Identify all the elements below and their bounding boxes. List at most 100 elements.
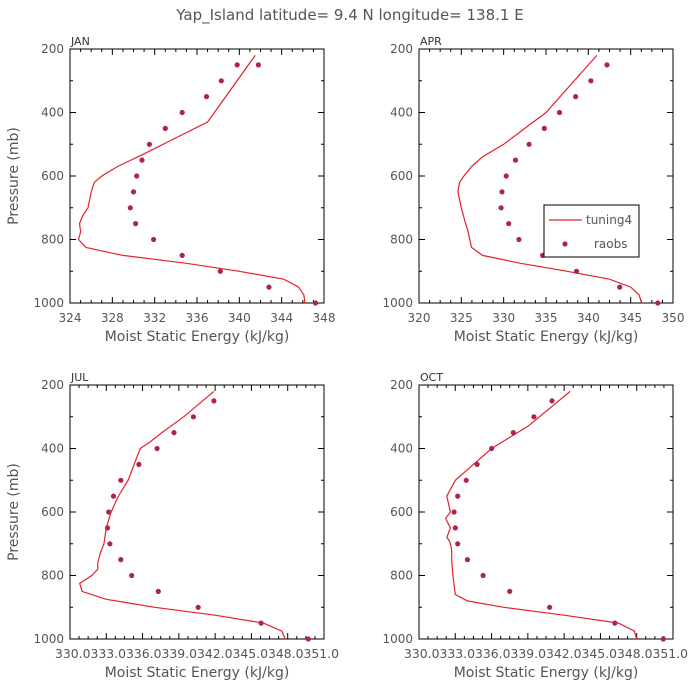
series-line-tuning4-jul bbox=[78, 390, 286, 640]
data-point-raobs bbox=[480, 572, 486, 579]
data-point-raobs bbox=[506, 221, 512, 227]
y-tick-label-oct: 800 bbox=[390, 569, 413, 583]
data-point-raobs bbox=[547, 604, 553, 610]
data-point-raobs bbox=[510, 430, 516, 436]
series-line-tuning4-apr bbox=[457, 55, 643, 304]
y-tick-label-oct: 400 bbox=[390, 442, 413, 456]
x-axis-label-jan: Moist Static Energy (kJ/kg) bbox=[105, 329, 290, 345]
data-point-raobs bbox=[129, 572, 135, 579]
data-point-raobs bbox=[195, 604, 201, 610]
y-tick-label-oct: 200 bbox=[390, 378, 413, 392]
y-tick-label-apr: 800 bbox=[390, 233, 413, 247]
data-point-raobs bbox=[305, 636, 311, 642]
data-point-raobs bbox=[451, 509, 457, 515]
y-tick-label-jan: 400 bbox=[41, 106, 64, 120]
x-tick-label-apr: 320 bbox=[408, 311, 431, 325]
data-point-raobs bbox=[266, 284, 272, 290]
data-point-raobs bbox=[474, 461, 480, 467]
data-point-raobs bbox=[516, 236, 522, 243]
data-point-raobs bbox=[218, 78, 224, 84]
y-tick-label-jul: 1000 bbox=[33, 632, 64, 646]
x-tick-labels-oct: 330.0333.0336.0339.0342.0345.0348.0351.0 bbox=[404, 647, 688, 661]
data-point-raobs bbox=[573, 94, 579, 100]
data-point-raobs bbox=[203, 94, 210, 100]
data-point-raobs bbox=[118, 557, 124, 563]
data-point-raobs bbox=[588, 78, 594, 84]
y-tick-label-oct: 600 bbox=[390, 505, 413, 519]
y-tick-label-apr: 600 bbox=[390, 169, 413, 183]
data-point-raobs bbox=[155, 588, 161, 595]
y-tick-label-jan: 800 bbox=[41, 233, 64, 247]
x-tick-label-apr: 350 bbox=[662, 311, 685, 325]
data-point-raobs bbox=[655, 300, 661, 306]
y-tick-label-jul: 400 bbox=[41, 442, 64, 456]
x-tick-label-jan: 336 bbox=[186, 311, 209, 325]
x-tick-label-apr: 340 bbox=[577, 311, 600, 325]
panel-label-oct: OCT bbox=[420, 371, 443, 384]
data-point-raobs bbox=[106, 509, 112, 515]
legend-label-model: tuning4 bbox=[586, 213, 632, 227]
y-tick-label-apr: 200 bbox=[390, 42, 413, 56]
data-point-raobs bbox=[452, 525, 458, 531]
y-tick-label-jul: 200 bbox=[41, 378, 64, 392]
panel-label-apr: APR bbox=[420, 35, 442, 48]
plot-frame-oct bbox=[418, 384, 674, 640]
x-axis-label-oct: Moist Static Energy (kJ/kg) bbox=[454, 665, 639, 681]
panel-label-jan: JAN bbox=[70, 35, 90, 48]
legend-marker-swatch bbox=[562, 241, 568, 247]
data-point-raobs bbox=[556, 109, 563, 116]
data-point-raobs bbox=[573, 268, 580, 274]
data-point-raobs bbox=[162, 125, 168, 131]
data-point-raobs bbox=[258, 620, 264, 626]
data-point-raobs bbox=[604, 62, 610, 68]
x-tick-label-jan: 328 bbox=[101, 311, 124, 325]
data-point-raobs bbox=[489, 445, 495, 452]
panel-label-jul: JUL bbox=[70, 371, 89, 384]
legend: tuning4 raobs bbox=[543, 204, 640, 258]
data-point-raobs bbox=[190, 414, 196, 420]
panel-oct: OCT 200 400 600 800 1000330.0333.0336.0339.03… bbox=[382, 371, 688, 681]
data-point-raobs bbox=[549, 398, 555, 404]
x-tick-label-jan: 340 bbox=[228, 311, 251, 325]
x-tick-labels-jul: 330.0333.0336.0339.0342.0345.0348.0351.0 bbox=[55, 647, 339, 661]
data-point-raobs bbox=[136, 461, 142, 467]
data-point-raobs bbox=[512, 157, 519, 163]
y-axis-label-jul: Pressure (mb) bbox=[6, 463, 22, 561]
data-point-raobs bbox=[455, 541, 461, 547]
x-tick-label-apr: 325 bbox=[450, 311, 473, 325]
y-tick-label-jan: 600 bbox=[41, 169, 64, 183]
data-point-raobs bbox=[107, 541, 113, 547]
data-point-raobs bbox=[179, 109, 185, 116]
x-axis-label-jul: Moist Static Energy (kJ/kg) bbox=[105, 665, 290, 681]
data-point-raobs bbox=[234, 62, 240, 68]
data-point-raobs bbox=[312, 300, 319, 306]
data-point-raobs bbox=[127, 205, 133, 211]
data-point-raobs bbox=[179, 252, 185, 258]
series-line-tuning4-oct bbox=[444, 390, 638, 640]
legend-label-obs: raobs bbox=[594, 237, 628, 251]
x-tick-label-jan: 332 bbox=[143, 311, 166, 325]
data-point-raobs bbox=[612, 620, 618, 626]
data-point-raobs bbox=[526, 141, 532, 147]
plot-frame-apr bbox=[418, 48, 674, 304]
x-tick-label-jan: 324 bbox=[59, 311, 82, 325]
y-tick-label-oct: 1000 bbox=[382, 632, 413, 646]
x-tick-label-apr: 330 bbox=[492, 311, 515, 325]
data-point-raobs bbox=[146, 141, 152, 147]
data-point-raobs bbox=[104, 525, 111, 531]
data-point-raobs bbox=[211, 398, 217, 404]
data-point-raobs bbox=[498, 205, 504, 211]
y-tick-label-apr: 1000 bbox=[382, 296, 413, 310]
data-point-raobs bbox=[507, 588, 513, 595]
x-tick-label-jan: 348 bbox=[313, 311, 336, 325]
data-point-raobs bbox=[118, 477, 124, 483]
x-axis-label-apr: Moist Static Energy (kJ/kg) bbox=[454, 329, 639, 345]
data-point-raobs bbox=[660, 636, 666, 642]
data-point-raobs bbox=[134, 173, 140, 179]
y-tick-label-jan: 1000 bbox=[33, 296, 64, 310]
data-point-raobs bbox=[133, 221, 139, 227]
data-point-raobs bbox=[171, 430, 177, 436]
data-point-raobs bbox=[217, 268, 223, 274]
